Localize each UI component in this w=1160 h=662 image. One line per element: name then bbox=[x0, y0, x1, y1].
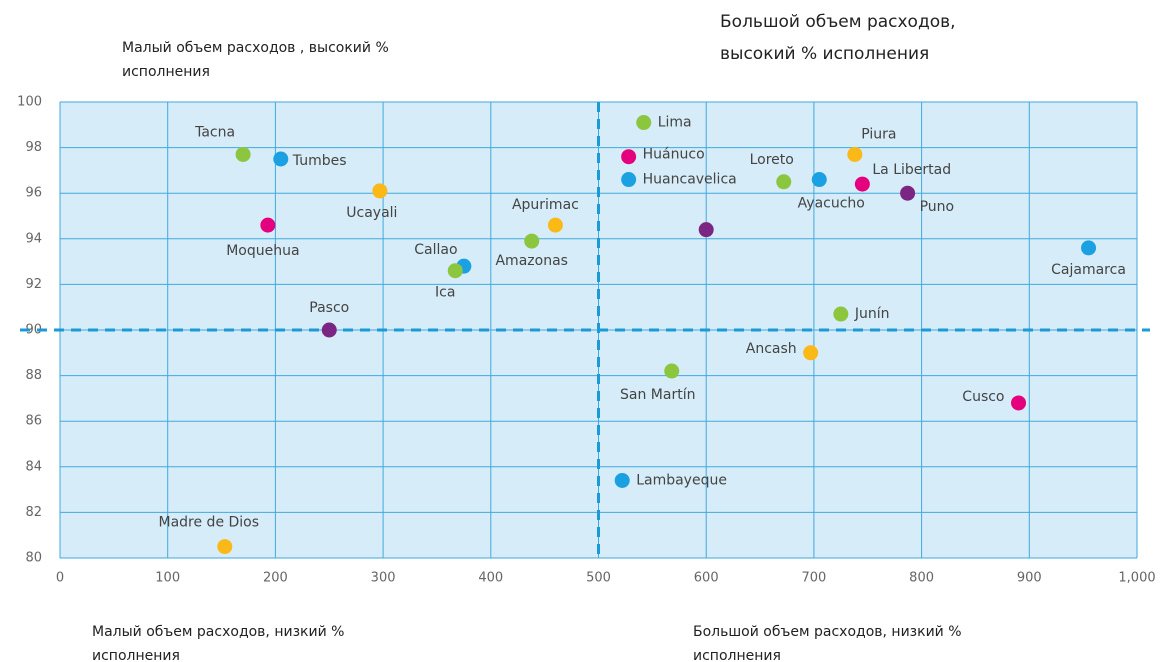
point bbox=[372, 183, 388, 199]
point bbox=[447, 263, 463, 279]
quadrant-label: высокий % исполнения bbox=[720, 44, 929, 64]
x-tick-label: 0 bbox=[56, 571, 64, 586]
point bbox=[811, 172, 827, 188]
point bbox=[698, 222, 714, 238]
y-tick-label: 86 bbox=[25, 414, 42, 429]
point-label: Lima bbox=[658, 115, 692, 131]
quadrant-label: исполнения bbox=[693, 648, 781, 662]
point-label: Pasco bbox=[309, 300, 349, 316]
x-tick-label: 400 bbox=[478, 571, 503, 586]
x-tick-label: 300 bbox=[371, 571, 396, 586]
point-label: Cusco bbox=[962, 389, 1004, 405]
point bbox=[636, 115, 652, 131]
x-tick-label: 800 bbox=[909, 571, 934, 586]
point bbox=[524, 233, 540, 249]
point bbox=[664, 363, 680, 379]
point bbox=[321, 322, 337, 338]
point bbox=[776, 174, 792, 190]
point-label: Callao bbox=[414, 242, 457, 258]
point-label: La Libertad bbox=[872, 162, 951, 178]
point bbox=[847, 146, 863, 162]
y-tick-label: 82 bbox=[25, 505, 42, 520]
quadrant-label: Большой объем расходов, bbox=[720, 12, 956, 32]
point bbox=[833, 306, 849, 322]
y-tick-label: 92 bbox=[25, 277, 42, 292]
point bbox=[621, 172, 637, 188]
quadrant-label: Большой объем расходов, низкий % bbox=[693, 624, 962, 640]
point bbox=[260, 217, 276, 233]
point-label: Piura bbox=[861, 126, 896, 142]
point bbox=[621, 149, 637, 165]
x-tick-label: 900 bbox=[1017, 571, 1042, 586]
point-label: San Martín bbox=[620, 387, 695, 403]
point-label: Ancash bbox=[746, 341, 797, 357]
x-tick-label: 200 bbox=[263, 571, 288, 586]
x-tick-label: 1,000 bbox=[1118, 571, 1155, 586]
y-tick-label: 94 bbox=[25, 231, 42, 246]
x-tick-label: 700 bbox=[801, 571, 826, 586]
point bbox=[547, 217, 563, 233]
point-label: Moquehua bbox=[226, 243, 299, 259]
point-label: Apurimac bbox=[512, 197, 579, 213]
point bbox=[273, 151, 289, 167]
y-tick-label: 96 bbox=[25, 186, 42, 201]
point-label: Loreto bbox=[750, 152, 794, 168]
point-label: Tumbes bbox=[292, 153, 347, 169]
point-label: Madre de Dios bbox=[159, 515, 260, 531]
point-label: Ica bbox=[435, 285, 455, 301]
quadrant-label: Малый объем расходов, низкий % bbox=[92, 624, 344, 640]
point-label: Huánuco bbox=[643, 147, 705, 163]
point-label: Amazonas bbox=[495, 253, 567, 269]
point bbox=[235, 146, 251, 162]
quadrant-label: исполнения bbox=[122, 64, 210, 80]
y-tick-label: 98 bbox=[25, 140, 42, 155]
x-tick-label: 600 bbox=[694, 571, 719, 586]
x-tick-label: 100 bbox=[155, 571, 180, 586]
point bbox=[803, 345, 819, 361]
quadrant-label: Малый объем расходов , высокий % bbox=[122, 40, 389, 56]
y-tick-label: 80 bbox=[25, 551, 42, 566]
point bbox=[1081, 240, 1097, 256]
point bbox=[854, 176, 870, 192]
point-label: Cajamarca bbox=[1051, 262, 1126, 278]
y-tick-label: 100 bbox=[17, 95, 42, 110]
point bbox=[1011, 395, 1027, 411]
point-label: Ayacucho bbox=[798, 196, 865, 212]
point-label: Puno bbox=[920, 199, 955, 215]
point-label: Tacna bbox=[194, 124, 235, 140]
quadrant-label: исполнения bbox=[92, 648, 180, 662]
point-label: Ucayali bbox=[346, 205, 397, 221]
point-label: Huancavelica bbox=[643, 172, 737, 188]
y-tick-label: 90 bbox=[25, 323, 42, 338]
x-tick-label: 500 bbox=[586, 571, 611, 586]
y-tick-label: 84 bbox=[25, 459, 42, 474]
y-tick-label: 88 bbox=[25, 368, 42, 383]
point bbox=[900, 185, 916, 201]
point bbox=[217, 539, 233, 555]
point-label: Junín bbox=[854, 306, 890, 322]
point-label: Lambayeque bbox=[636, 472, 727, 488]
point bbox=[614, 472, 630, 488]
